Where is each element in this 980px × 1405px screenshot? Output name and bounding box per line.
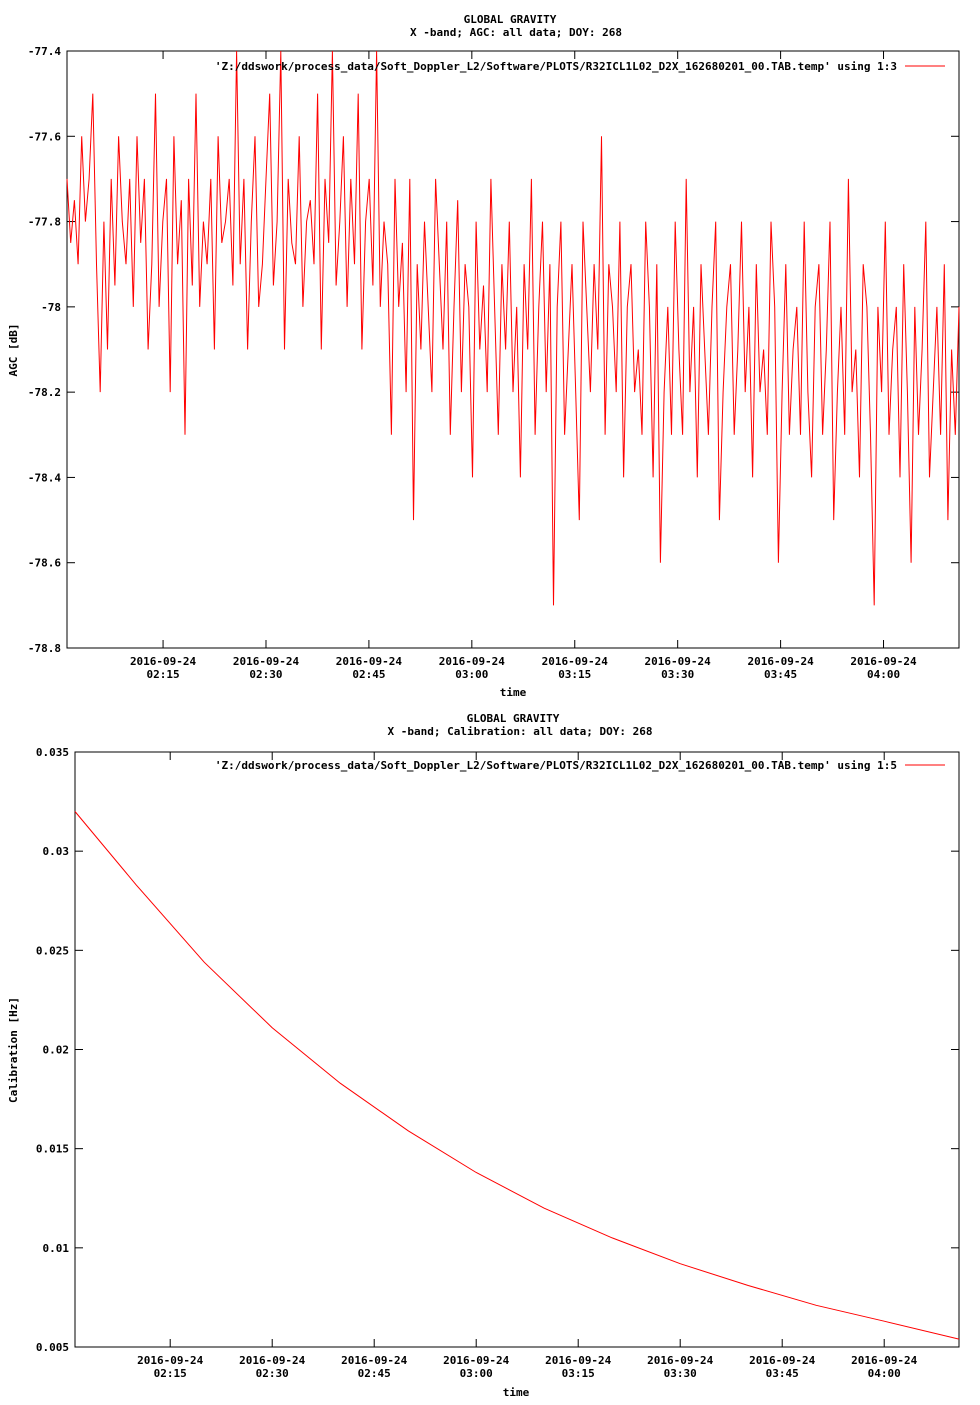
agc-x-tick-date: 2016-09-24 xyxy=(336,655,403,668)
agc-x-tick-time: 04:00 xyxy=(867,668,900,681)
calibration-y-ticks: 0.035 0.03 0.025 0.02 0.015 0.01 0.005 xyxy=(36,746,959,1354)
calibration-x-tick-time: 03:30 xyxy=(664,1367,697,1380)
agc-x-tick-time: 02:30 xyxy=(249,668,282,681)
agc-x-tick-date: 2016-09-24 xyxy=(850,655,917,668)
agc-x-tick-time: 03:45 xyxy=(764,668,797,681)
calibration-plot-frame xyxy=(74,751,960,1348)
calibration-x-tick-date: 2016-09-24 xyxy=(647,1354,714,1367)
agc-x-tick-date: 2016-09-24 xyxy=(439,655,506,668)
agc-x-tick-time: 03:00 xyxy=(455,668,488,681)
calibration-y-tick-label: 0.015 xyxy=(36,1143,69,1156)
calibration-y-tick-label: 0.025 xyxy=(36,944,69,957)
agc-y-tick-label: -78.8 xyxy=(28,642,61,655)
calibration-x-tick-date: 2016-09-24 xyxy=(137,1354,204,1367)
calibration-x-tick-date: 2016-09-24 xyxy=(443,1354,510,1367)
agc-x-tick-time: 03:15 xyxy=(558,668,591,681)
agc-y-tick-label: -78.6 xyxy=(28,557,61,570)
calibration-x-tick-time: 03:00 xyxy=(460,1367,493,1380)
calibration-x-axis-label: time xyxy=(503,1386,530,1399)
calibration-x-tick-time: 02:15 xyxy=(154,1367,187,1380)
agc-x-tick-time: 02:15 xyxy=(146,668,179,681)
agc-x-axis-label: time xyxy=(500,686,527,699)
agc-chart-title: GLOBAL GRAVITY xyxy=(464,13,557,26)
agc-plot-frame xyxy=(66,50,960,649)
calibration-x-tick-time: 02:45 xyxy=(358,1367,391,1380)
agc-y-tick-label: -78 xyxy=(41,301,61,314)
calibration-x-ticks: 2016-09-2402:152016-09-2402:302016-09-24… xyxy=(137,752,918,1380)
calibration-x-tick-time: 02:30 xyxy=(256,1367,289,1380)
agc-y-tick-label: -77.8 xyxy=(28,216,61,229)
agc-x-tick-date: 2016-09-24 xyxy=(747,655,814,668)
calibration-x-tick-time: 03:15 xyxy=(562,1367,595,1380)
agc-x-tick-date: 2016-09-24 xyxy=(233,655,300,668)
agc-y-tick-label: -77.4 xyxy=(28,45,61,58)
calibration-x-tick-date: 2016-09-24 xyxy=(851,1354,918,1367)
calibration-x-tick-date: 2016-09-24 xyxy=(749,1354,816,1367)
agc-y-tick-label: -77.6 xyxy=(28,130,61,143)
agc-x-tick-date: 2016-09-24 xyxy=(542,655,609,668)
agc-x-tick-date: 2016-09-24 xyxy=(645,655,712,668)
calibration-legend-label: 'Z:/ddswork/process_data/Soft_Doppler_L2… xyxy=(215,759,897,772)
agc-chart-subtitle: X -band; AGC: all data; DOY: 268 xyxy=(410,26,622,39)
agc-x-ticks: 2016-09-2402:152016-09-2402:302016-09-24… xyxy=(130,51,917,681)
calibration-y-tick-label: 0.02 xyxy=(43,1044,70,1057)
calibration-chart: GLOBAL GRAVITY X -band; Calibration: all… xyxy=(7,712,960,1399)
calibration-x-tick-date: 2016-09-24 xyxy=(545,1354,612,1367)
calibration-y-axis-label: Calibration [Hz] xyxy=(7,997,20,1103)
agc-y-axis-label: AGC [dB] xyxy=(7,324,20,377)
agc-x-tick-time: 03:30 xyxy=(661,668,694,681)
calibration-y-tick-label: 0.03 xyxy=(43,845,70,858)
calibration-y-tick-label: 0.005 xyxy=(36,1341,69,1354)
calibration-chart-subtitle: X -band; Calibration: all data; DOY: 268 xyxy=(388,725,653,738)
agc-chart: GLOBAL GRAVITY X -band; AGC: all data; D… xyxy=(7,13,960,699)
agc-y-tick-label: -78.2 xyxy=(28,386,61,399)
agc-series-line xyxy=(66,50,960,606)
calibration-x-tick-time: 03:45 xyxy=(766,1367,799,1380)
calibration-x-tick-time: 04:00 xyxy=(868,1367,901,1380)
agc-y-tick-label: -78.4 xyxy=(28,471,61,484)
calibration-y-tick-label: 0.01 xyxy=(43,1242,70,1255)
agc-x-tick-date: 2016-09-24 xyxy=(130,655,197,668)
agc-x-tick-time: 02:45 xyxy=(352,668,385,681)
agc-y-ticks: -77.4 -77.6 -77.8 -78 -78.2 -78.4 -78.6 -78.8 xyxy=(28,45,959,655)
calibration-x-tick-date: 2016-09-24 xyxy=(239,1354,306,1367)
calibration-chart-title: GLOBAL GRAVITY xyxy=(467,712,560,725)
agc-legend-label: 'Z:/ddswork/process_data/Soft_Doppler_L2… xyxy=(215,60,897,73)
calibration-series-line xyxy=(74,811,960,1340)
calibration-y-tick-label: 0.035 xyxy=(36,746,69,759)
calibration-x-tick-date: 2016-09-24 xyxy=(341,1354,408,1367)
